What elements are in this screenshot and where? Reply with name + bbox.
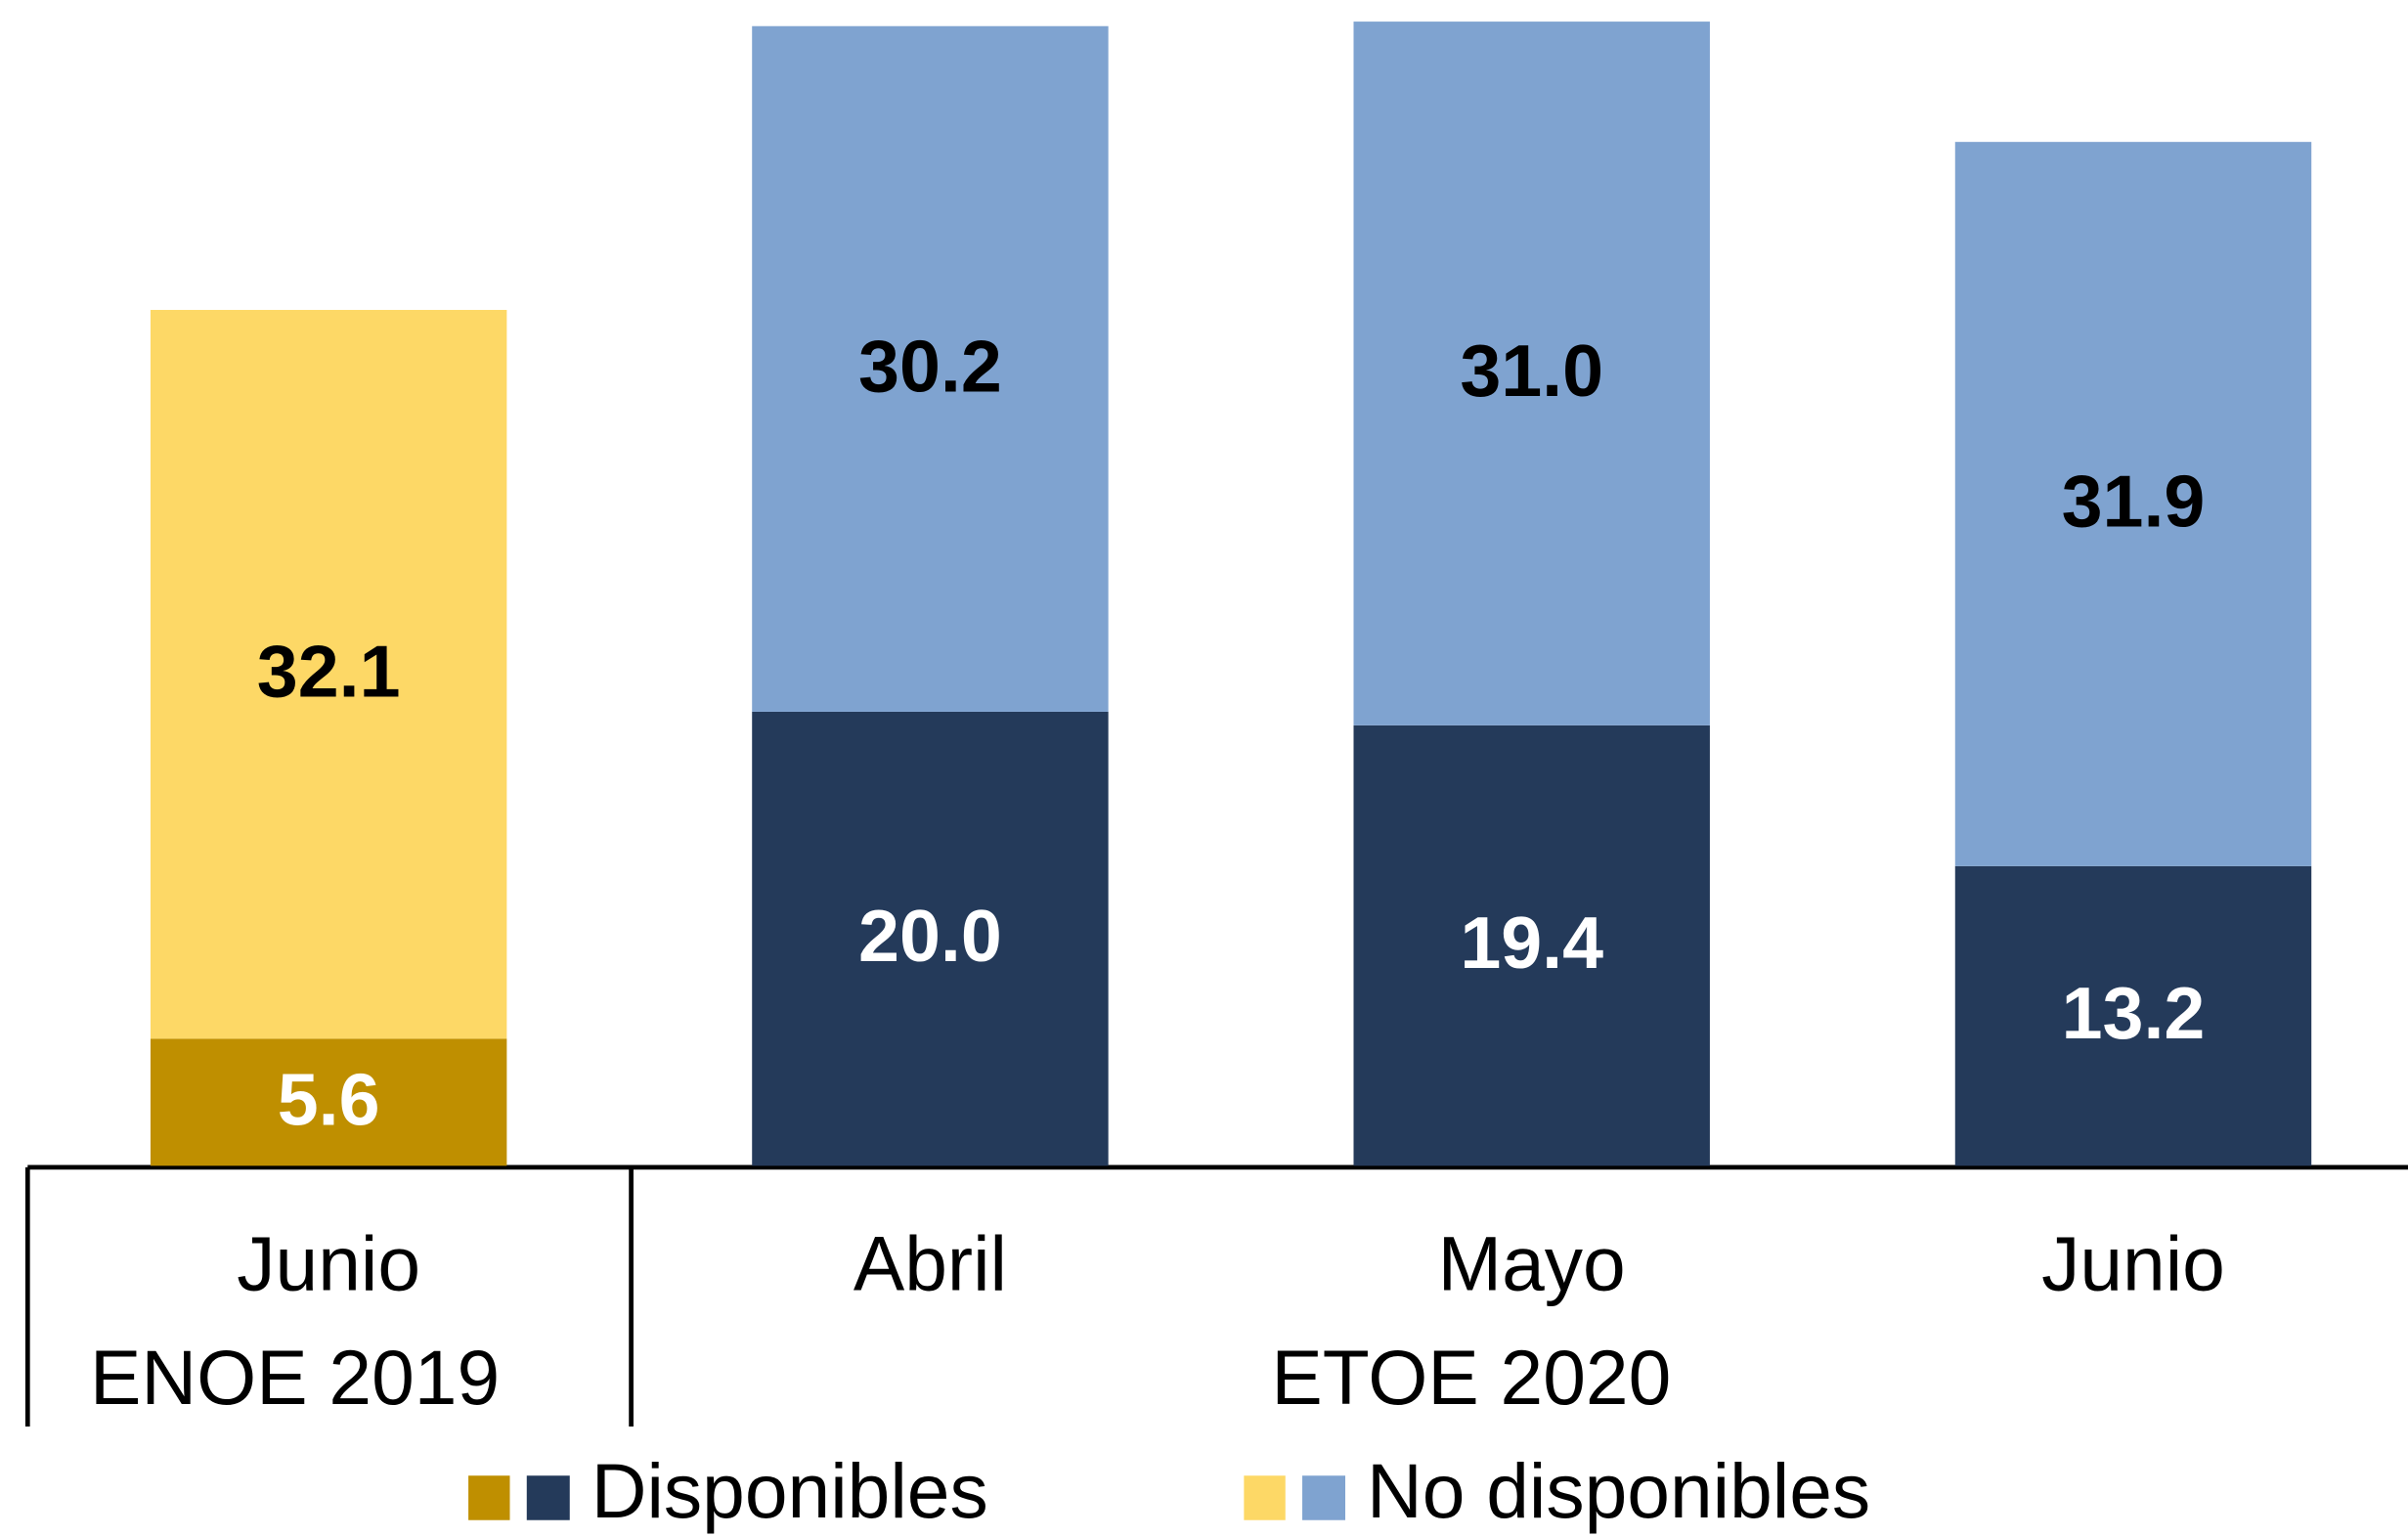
legend-swatch [526,1475,570,1520]
bar-segment [752,25,1109,712]
bar-segment [1954,865,2312,1166]
group-label: ETOE 2020 [1271,1335,1671,1421]
legend-label: Disponibles [591,1448,988,1534]
data-label: 13.2 [2062,972,2206,1054]
legend-label: No disponibles [1367,1448,1870,1534]
legend-swatch [1244,1475,1286,1520]
bar-segment [1954,142,2312,866]
bar-segment [150,309,507,1039]
data-label: 31.0 [1460,329,1603,412]
data-label: 31.9 [2062,461,2206,543]
data-label: 30.2 [858,325,1002,407]
data-label: 5.6 [278,1058,380,1140]
x-tick-label: Mayo [1438,1221,1626,1307]
legend-swatch [468,1475,510,1520]
bar-segment [752,711,1109,1166]
data-label: 19.4 [1460,901,1603,984]
group-label: ENOE 2019 [90,1335,500,1421]
data-label: 20.0 [858,895,1002,977]
bar-segment [150,1038,507,1166]
legend-swatch [1302,1475,1346,1520]
x-tick-label: Junio [2041,1221,2225,1307]
bar-segment [1353,725,1710,1166]
data-label: 32.1 [257,631,401,713]
bar-segment [1353,22,1710,725]
x-tick-label: Junio [237,1221,420,1307]
x-tick-label: Abril [854,1221,1007,1307]
